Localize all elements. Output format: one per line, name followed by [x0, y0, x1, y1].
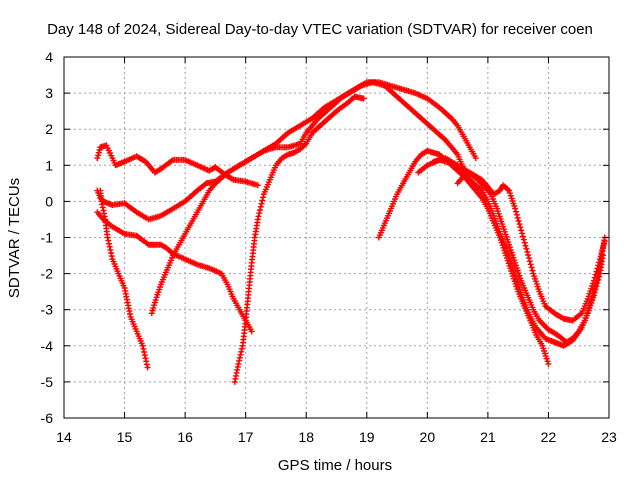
x-tick-label: 16: [177, 429, 193, 445]
x-tick-label: 15: [117, 429, 133, 445]
y-tick-label: -1: [41, 230, 54, 246]
series-arc-5: [148, 79, 473, 317]
y-tick-labels: -6 -5 -4 -3 -2 -1 0 1 2 3 4: [41, 49, 54, 426]
x-tick-label: 14: [56, 429, 72, 445]
y-tick-label: -4: [41, 338, 54, 354]
y-tick-label: 2: [45, 121, 53, 137]
series-arc-3: [94, 79, 479, 223]
y-tick-label: -6: [41, 410, 54, 426]
axis-ticks: [63, 56, 610, 419]
y-tick-label: 3: [45, 85, 53, 101]
x-tick-label: 18: [298, 429, 314, 445]
y-tick-label: -5: [41, 374, 54, 390]
x-tick-labels: 14 15 16 17 18 19 20 21 22 23: [56, 429, 617, 445]
grid-lines: [64, 57, 609, 418]
data-series: [94, 79, 608, 385]
x-tick-label: 20: [420, 429, 436, 445]
y-tick-label: -2: [41, 266, 54, 282]
x-tick-label: 21: [480, 429, 496, 445]
y-tick-label: -3: [41, 302, 54, 318]
series-arc-7: [375, 147, 552, 367]
x-tick-label: 22: [541, 429, 557, 445]
series-markers: [454, 173, 606, 349]
series-markers: [94, 142, 261, 189]
x-axis-label: GPS time / hours: [278, 457, 392, 474]
x-tick-label: 23: [601, 429, 617, 445]
series-arc-6: [231, 93, 367, 385]
series-arc-10: [454, 173, 606, 349]
x-tick-label: 17: [238, 429, 254, 445]
chart-title: Day 148 of 2024, Sidereal Day-to-day VTE…: [47, 21, 593, 38]
series-markers: [231, 93, 367, 385]
series-arc-4: [94, 209, 255, 335]
y-tick-label: 1: [45, 157, 53, 173]
y-axis-label: SDTVAR / TECUs: [6, 178, 23, 298]
series-markers: [375, 147, 552, 367]
series-arc-9: [430, 155, 608, 324]
series-arc-1: [94, 142, 261, 189]
x-tick-label: 19: [359, 429, 375, 445]
y-tick-label: 0: [45, 193, 53, 209]
series-markers: [94, 79, 479, 223]
y-tick-label: 4: [45, 49, 53, 65]
series-markers: [148, 79, 473, 317]
series-markers: [430, 155, 608, 324]
series-markers: [94, 209, 255, 335]
